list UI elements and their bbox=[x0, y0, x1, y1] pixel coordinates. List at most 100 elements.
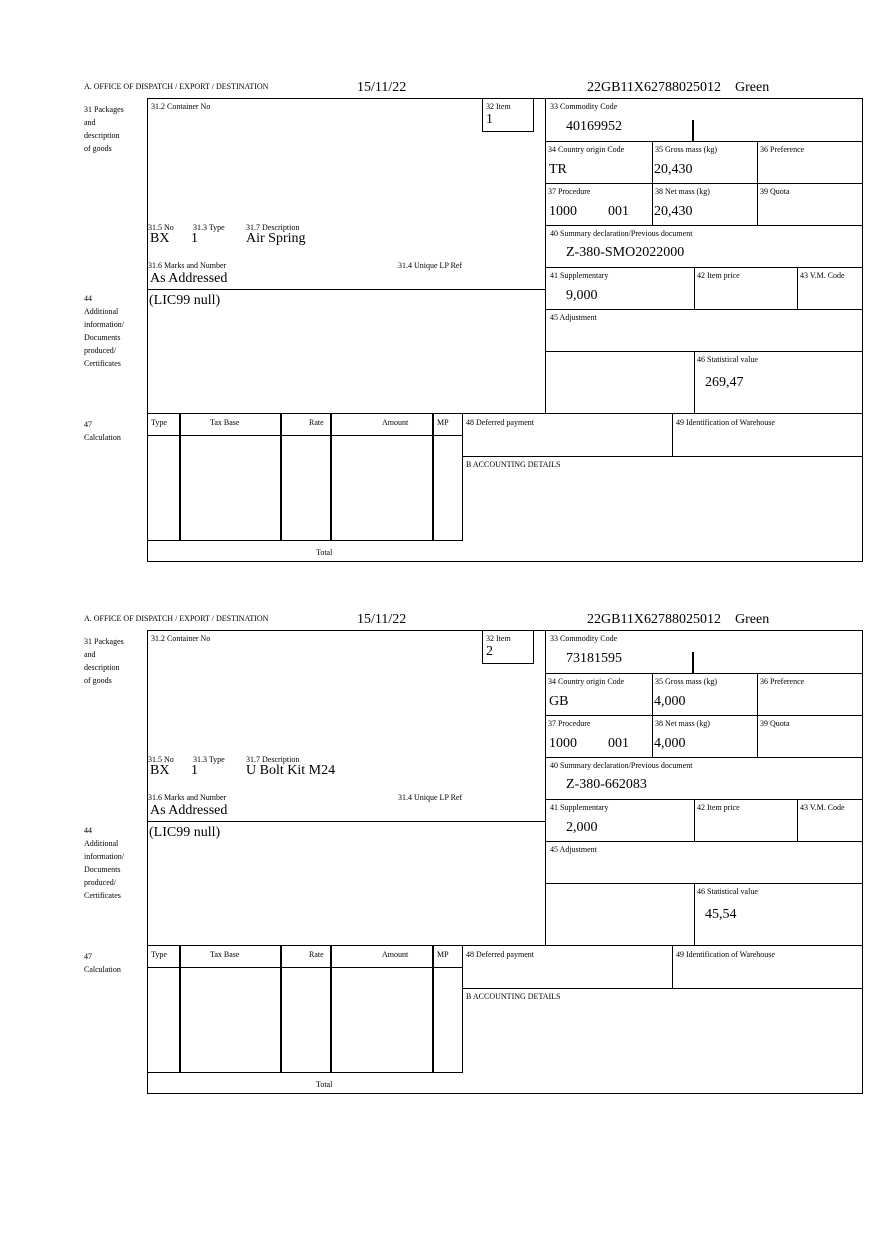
box41-label: 41 Supplementary bbox=[550, 803, 609, 812]
declaration-item-form: A. OFFICE OF DISPATCH / EXPORT / DESTINA… bbox=[0, 532, 882, 1094]
box37-label: 37 Procedure bbox=[548, 719, 591, 728]
box39-label: 39 Quota bbox=[760, 719, 790, 728]
accounting-details-label: B ACCOUNTING DETAILS bbox=[466, 992, 561, 1001]
col-amount-header: Amount bbox=[382, 950, 409, 959]
item-number: 1 bbox=[486, 112, 493, 127]
supplementary-units: 2,000 bbox=[566, 820, 598, 835]
country-origin: GB bbox=[549, 694, 569, 709]
box31-4-label: 31.4 Unique LP Ref bbox=[398, 793, 463, 802]
box48-label: 48 Deferred payment bbox=[466, 418, 534, 427]
goods-description: Air Spring bbox=[246, 231, 306, 246]
box31-3-label: 31.3 Type bbox=[193, 755, 225, 764]
divider-line bbox=[692, 120, 694, 142]
summary-document: Z-380-SMO2022000 bbox=[566, 245, 685, 260]
col-tax-base-header: Tax Base bbox=[210, 950, 240, 959]
box46-label: 46 Statistical value bbox=[697, 887, 758, 896]
total-label: Total bbox=[316, 548, 333, 557]
status: Green bbox=[735, 612, 770, 627]
box32-item bbox=[482, 98, 534, 132]
package-number: BX bbox=[150, 231, 170, 246]
col-type-header: Type bbox=[151, 950, 167, 959]
additional-information: (LIC99 null) bbox=[149, 825, 221, 840]
box31-5-label: 31.5 No bbox=[148, 223, 174, 232]
statistical-value: 45,54 bbox=[705, 907, 737, 922]
box47-label: 47 Calculation bbox=[84, 420, 121, 442]
reference-number: 22GB11X62788025012 bbox=[587, 80, 722, 95]
box33-label: 33 Commodity Code bbox=[550, 634, 618, 643]
col-type-header: Type bbox=[151, 418, 167, 427]
divider-line bbox=[330, 945, 332, 1073]
status: Green bbox=[735, 80, 770, 95]
total-label: Total bbox=[316, 1080, 333, 1089]
box31-6-label: 31.6 Marks and Number bbox=[148, 793, 227, 802]
commodity-code: 73181595 bbox=[566, 651, 622, 666]
box32-item bbox=[482, 630, 534, 664]
box38-label: 38 Net mass (kg) bbox=[655, 719, 710, 728]
box37-label: 37 Procedure bbox=[548, 187, 591, 196]
box45-label: 45 Adjustment bbox=[550, 313, 597, 322]
divider-line bbox=[280, 945, 282, 1073]
package-type: 1 bbox=[191, 763, 198, 778]
procedure-code: 1000 bbox=[549, 204, 577, 219]
divider-line bbox=[432, 945, 434, 1073]
col-rate-header: Rate bbox=[309, 418, 324, 427]
calc-table bbox=[147, 413, 463, 541]
gross-mass: 20,430 bbox=[654, 162, 693, 177]
box46-label: 46 Statistical value bbox=[697, 355, 758, 364]
box31-7-label: 31.7 Description bbox=[246, 223, 300, 232]
box44-label: 44 Additional information/ Documents pro… bbox=[84, 826, 124, 900]
box31-2-label: 31.2 Container No bbox=[151, 102, 211, 111]
box35-label: 35 Gross mass (kg) bbox=[655, 145, 717, 154]
box47-label: 47 Calculation bbox=[84, 952, 121, 974]
accounting-details-label: B ACCOUNTING DETAILS bbox=[466, 460, 561, 469]
divider-line bbox=[692, 652, 694, 674]
box44-label: 44 Additional information/ Documents pro… bbox=[84, 294, 124, 368]
procedure-code: 1000 bbox=[549, 736, 577, 751]
box31-4-label: 31.4 Unique LP Ref bbox=[398, 261, 463, 270]
box31-7-label: 31.7 Description bbox=[246, 755, 300, 764]
box33-label: 33 Commodity Code bbox=[550, 102, 618, 111]
box42-label: 42 Item price bbox=[697, 803, 740, 812]
reference-number: 22GB11X62788025012 bbox=[587, 612, 722, 627]
summary-document: Z-380-662083 bbox=[566, 777, 647, 792]
country-origin: TR bbox=[549, 162, 567, 177]
col-mp-header: MP bbox=[437, 418, 449, 427]
statistical-value: 269,47 bbox=[705, 375, 744, 390]
box34-label: 34 Country origin Code bbox=[548, 145, 625, 154]
col-mp-header: MP bbox=[437, 950, 449, 959]
box43-label: 43 V.M. Code bbox=[800, 803, 845, 812]
net-mass: 4,000 bbox=[654, 736, 686, 751]
divider-line bbox=[179, 945, 181, 1073]
box43-label: 43 V.M. Code bbox=[800, 271, 845, 280]
office-label: A. OFFICE OF DISPATCH / EXPORT / DESTINA… bbox=[84, 82, 269, 91]
box31-label: 31 Packages and description of goods bbox=[84, 105, 124, 153]
box32-label: 32 Item bbox=[486, 102, 511, 111]
procedure-additional: 001 bbox=[608, 736, 629, 751]
col-amount-header: Amount bbox=[382, 418, 409, 427]
box49-label: 49 Identification of Warehouse bbox=[676, 950, 775, 959]
package-type: 1 bbox=[191, 231, 198, 246]
marks-and-numbers: As Addressed bbox=[150, 803, 228, 818]
divider-line bbox=[330, 413, 332, 541]
box31-2-label: 31.2 Container No bbox=[151, 634, 211, 643]
box31-3-label: 31.3 Type bbox=[193, 223, 225, 232]
box41-label: 41 Supplementary bbox=[550, 271, 609, 280]
box39-label: 39 Quota bbox=[760, 187, 790, 196]
box45-label: 45 Adjustment bbox=[550, 845, 597, 854]
divider-line bbox=[280, 413, 282, 541]
box31-label: 31 Packages and description of goods bbox=[84, 637, 124, 685]
box34-label: 34 Country origin Code bbox=[548, 677, 625, 686]
box36-label: 36 Preference bbox=[760, 677, 805, 686]
box31-6-label: 31.6 Marks and Number bbox=[148, 261, 227, 270]
box36-label: 36 Preference bbox=[760, 145, 805, 154]
date: 15/11/22 bbox=[357, 612, 407, 627]
marks-and-numbers: As Addressed bbox=[150, 271, 228, 286]
date: 15/11/22 bbox=[357, 80, 407, 95]
col-tax-base-header: Tax Base bbox=[210, 418, 240, 427]
gross-mass: 4,000 bbox=[654, 694, 686, 709]
dotted-area bbox=[545, 883, 695, 945]
box32-label: 32 Item bbox=[486, 634, 511, 643]
box40-label: 40 Summary declaration/Previous document bbox=[550, 761, 693, 770]
box40-label: 40 Summary declaration/Previous document bbox=[550, 229, 693, 238]
procedure-additional: 001 bbox=[608, 204, 629, 219]
